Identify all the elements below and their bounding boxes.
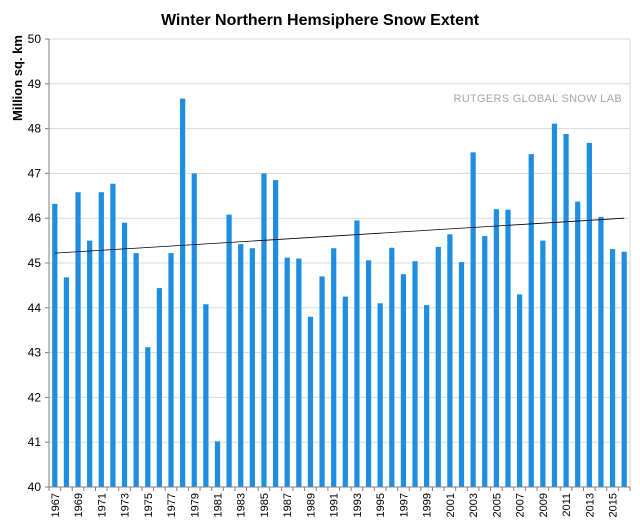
bar-1981 xyxy=(214,441,221,487)
chart-title: Winter Northern Hemsiphere Snow Extent xyxy=(161,12,480,29)
bar-2012 xyxy=(575,201,581,487)
y-tick-label: 48 xyxy=(28,122,42,136)
x-tick-label: 2015 xyxy=(608,493,620,517)
x-tick-label: 1993 xyxy=(352,493,364,517)
x-tick-label: 2009 xyxy=(538,493,550,517)
x-tick-label: 2011 xyxy=(561,493,573,517)
bar-2008 xyxy=(528,154,534,488)
bar-1995 xyxy=(377,303,383,487)
bar-1987 xyxy=(284,257,290,487)
bar-1983 xyxy=(238,244,244,487)
bar-2006 xyxy=(505,209,511,488)
x-tick-label: 1979 xyxy=(189,493,201,517)
bar-2016 xyxy=(621,251,627,487)
x-tick-label: 2005 xyxy=(491,493,503,517)
bar-1979 xyxy=(191,173,197,487)
bar-1980 xyxy=(203,304,209,487)
x-tick-label: 1995 xyxy=(375,493,387,517)
bar-2013 xyxy=(586,142,592,487)
bar-1984 xyxy=(249,248,255,487)
bar-2010 xyxy=(551,123,558,487)
x-tick-label: 1999 xyxy=(422,493,434,517)
bar-1982 xyxy=(226,214,232,487)
bar-1975 xyxy=(145,347,151,487)
bar-1993 xyxy=(354,220,360,487)
bar-2001 xyxy=(447,234,453,487)
bar-1969 xyxy=(75,192,81,487)
bar-1970 xyxy=(87,240,93,487)
x-tick-label: 1981 xyxy=(212,493,224,517)
bar-2000 xyxy=(435,246,441,487)
bar-1972 xyxy=(110,183,116,488)
trendline xyxy=(54,217,625,254)
bar-1976 xyxy=(156,288,163,487)
x-tick-label: 1983 xyxy=(236,493,248,517)
x-tick-label: 2013 xyxy=(584,493,596,517)
y-tick-label: 42 xyxy=(28,390,42,404)
bar-1974 xyxy=(133,253,139,487)
bar-2005 xyxy=(493,209,499,488)
bars xyxy=(52,98,627,488)
bar-1968 xyxy=(63,277,70,487)
bar-1998 xyxy=(412,261,418,487)
x-tick-label: 1971 xyxy=(96,493,108,517)
x-tick-label: 1969 xyxy=(73,493,85,517)
bar-1990 xyxy=(319,276,325,487)
x-tick-label: 1973 xyxy=(120,493,132,517)
axes: 40 41 42 43 44 45 46 47 48 49 50 1967 1969 1971 1973 19… xyxy=(28,32,631,517)
bar-1973 xyxy=(121,222,128,487)
y-tick-label: 40 xyxy=(28,480,42,494)
bar-1971 xyxy=(98,192,104,487)
y-tick-label: 43 xyxy=(28,346,42,360)
y-axis-label: Million sq. km xyxy=(10,35,25,121)
source-annotation: RUTGERS GLOBAL SNOW LAB xyxy=(454,93,622,105)
bar-2014 xyxy=(598,216,604,487)
bar-1996 xyxy=(389,247,395,487)
x-tick-label: 1997 xyxy=(398,493,410,517)
y-tick-label: 49 xyxy=(28,77,42,91)
bar-2002 xyxy=(458,262,465,487)
bar-1991 xyxy=(331,248,337,487)
bar-1994 xyxy=(365,260,372,487)
bar-1989 xyxy=(307,316,314,487)
y-tick-label: 44 xyxy=(28,301,42,315)
x-tick-label: 2007 xyxy=(515,493,527,517)
y-tick-label: 50 xyxy=(28,32,42,46)
y-tick-label: 46 xyxy=(28,211,42,225)
bar-2007 xyxy=(516,294,523,487)
bar-1999 xyxy=(424,305,430,487)
x-tick-label: 2001 xyxy=(445,493,457,517)
bar-2009 xyxy=(540,240,546,487)
bar-1985 xyxy=(261,173,267,487)
bar-2004 xyxy=(482,236,488,487)
y-tick-label: 45 xyxy=(28,256,42,270)
bar-2003 xyxy=(470,152,476,487)
x-tick-label: 1987 xyxy=(282,493,294,517)
bar-2015 xyxy=(609,249,616,487)
x-tick-label: 1977 xyxy=(166,493,178,517)
bar-2011 xyxy=(563,133,569,487)
y-tick-label: 41 xyxy=(28,435,42,449)
x-tick-label: 1975 xyxy=(143,493,155,517)
x-tick-label: 1989 xyxy=(305,493,317,517)
bar-1986 xyxy=(272,180,279,487)
x-tick-label: 1985 xyxy=(259,493,271,517)
x-tick-label: 1967 xyxy=(50,493,62,517)
bar-1988 xyxy=(296,258,302,487)
bar-1978 xyxy=(180,98,186,488)
bar-1977 xyxy=(168,253,174,487)
x-tick-label: 1991 xyxy=(329,493,341,517)
bar-1997 xyxy=(400,274,407,487)
trendline-layer xyxy=(54,217,625,254)
y-tick-label: 47 xyxy=(28,166,42,180)
x-tick-label: 2003 xyxy=(468,493,480,517)
bar-1967 xyxy=(52,203,58,487)
bar-1992 xyxy=(342,296,348,487)
